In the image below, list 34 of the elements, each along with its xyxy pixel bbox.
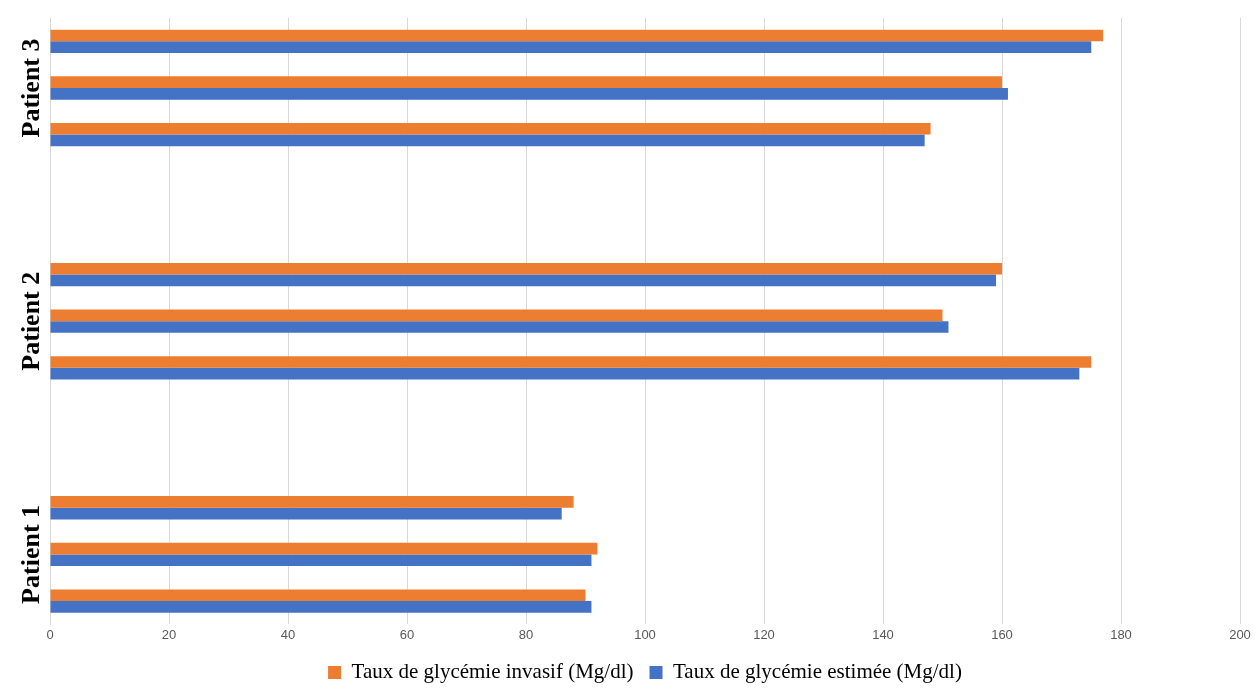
x-tick-label: 20 [161,626,177,642]
x-tick-label: 180 [1110,626,1132,642]
bar [50,601,592,613]
y-tick-label: Patient 2 [15,271,45,371]
bar [50,309,943,322]
bar [50,554,592,567]
bar [50,29,1104,42]
x-tick-label: 100 [634,626,656,642]
bar [50,321,949,333]
bar [50,507,562,520]
bar [50,122,931,135]
bar [50,134,925,147]
bar [50,87,1008,100]
x-tick-label: 140 [872,626,894,642]
bar [50,589,586,602]
x-tick-label: 60 [399,626,415,642]
y-tick-label: Patient 1 [15,504,45,604]
bar [50,367,1080,380]
x-tick-label: 120 [753,626,775,642]
legend-label: Taux de glycémie invasif (Mg/dl) [351,659,634,684]
bar [50,41,1092,53]
bar [50,496,574,508]
y-tick-label: Patient 3 [15,38,45,138]
x-tick-label: 80 [518,626,534,642]
bar [50,356,1092,368]
bar [50,274,997,287]
x-tick-label: 0 [46,626,54,642]
bar [50,76,1002,88]
x-tick-label: 200 [1229,626,1251,642]
x-tick-label: 40 [280,626,296,642]
bar [50,262,1002,275]
x-tick-label: 160 [991,626,1013,642]
bar [50,542,598,555]
legend-label: Taux de glycémie estimée (Mg/dl) [673,659,962,684]
